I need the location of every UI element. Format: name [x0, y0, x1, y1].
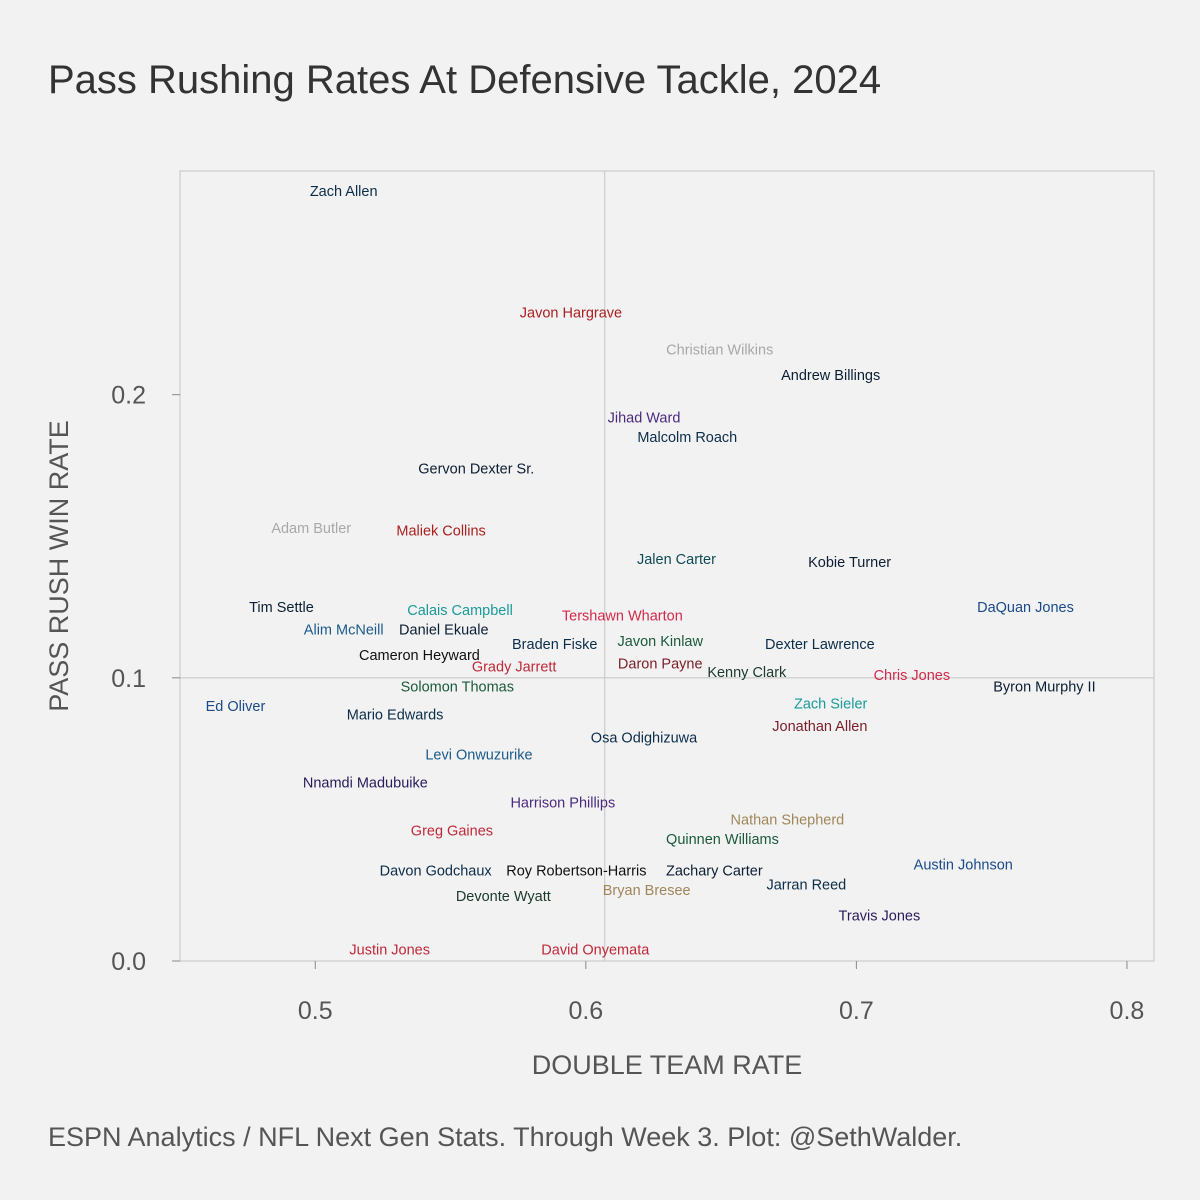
point-label: Javon Kinlaw: [618, 634, 704, 650]
y-tick-label: 0.1: [111, 665, 146, 693]
point-label: Nathan Shepherd: [731, 812, 845, 828]
point-label: Chris Jones: [874, 668, 951, 684]
point-label: Greg Gaines: [411, 824, 493, 840]
point-label: Andrew Billings: [781, 368, 880, 384]
point-label: Quinnen Williams: [666, 832, 779, 848]
point-label: Zach Sieler: [794, 696, 868, 712]
point-label: Jonathan Allen: [772, 719, 867, 735]
point-label: Dexter Lawrence: [765, 637, 875, 653]
point-label: Osa Odighizuwa: [591, 730, 698, 746]
point-label: Tershawn Wharton: [562, 609, 683, 625]
point-label: Justin Jones: [349, 943, 430, 959]
point-label: Gervon Dexter Sr.: [418, 461, 534, 477]
point-label: Calais Campbell: [407, 603, 513, 619]
point-label: Daniel Ekuale: [399, 623, 488, 639]
point-label: Byron Murphy II: [993, 679, 1095, 695]
point-labels: Zach Allen Javon Hargrave Christian Wilkin…: [206, 184, 1096, 959]
x-tick-label: 0.7: [839, 997, 874, 1025]
point-label: Kobie Turner: [808, 555, 891, 571]
caption: ESPN Analytics / NFL Next Gen Stats. Thr…: [48, 1122, 963, 1152]
point-label: Travis Jones: [839, 909, 921, 925]
y-tick-label: 0.0: [111, 948, 146, 976]
x-tick-label: 0.8: [1110, 997, 1145, 1025]
point-label: DaQuan Jones: [977, 600, 1074, 616]
point-label: Christian Wilkins: [666, 342, 773, 358]
point-label: Tim Settle: [249, 600, 314, 616]
point-label: Solomon Thomas: [401, 679, 514, 695]
point-label: Cameron Heyward: [359, 648, 480, 664]
x-tick-label: 0.5: [298, 997, 333, 1025]
x-axis: 0.5 0.6 0.7 0.8: [298, 961, 1144, 1025]
y-axis: 0.0 0.1 0.2: [111, 382, 180, 976]
point-label: Roy Robertson-Harris: [506, 863, 646, 879]
point-label: Levi Onwuzurike: [425, 747, 532, 763]
plot-panel-border: [179, 170, 1155, 962]
point-label: Daron Payne: [618, 657, 703, 673]
point-label: Adam Butler: [271, 521, 351, 537]
chart-title: Pass Rushing Rates At Defensive Tackle, …: [48, 58, 882, 102]
y-tick-label: 0.2: [111, 382, 146, 410]
point-label: Braden Fiske: [512, 637, 597, 653]
point-label: Jalen Carter: [637, 552, 716, 568]
point-label: Jihad Ward: [608, 410, 681, 426]
point-label: Grady Jarrett: [472, 660, 557, 676]
point-label: Zachary Carter: [666, 863, 763, 879]
x-axis-title: DOUBLE TEAM RATE: [532, 1050, 803, 1080]
point-label: Devonte Wyatt: [456, 889, 551, 905]
point-label: Alim McNeill: [304, 623, 384, 639]
point-label: Davon Godchaux: [380, 863, 493, 879]
point-label: Jarran Reed: [766, 878, 846, 894]
point-label: Zach Allen: [310, 184, 378, 200]
point-label: Maliek Collins: [396, 524, 485, 540]
point-label: David Onyemata: [541, 943, 650, 959]
point-label: Malcolm Roach: [637, 430, 737, 446]
point-label: Javon Hargrave: [520, 306, 622, 322]
point-label: Mario Edwards: [347, 708, 444, 724]
point-label: Kenny Clark: [707, 665, 787, 681]
point-label: Harrison Phillips: [510, 795, 615, 811]
point-label: Bryan Bresee: [603, 883, 691, 899]
point-label: Nnamdi Madubuike: [303, 776, 428, 792]
point-label: Austin Johnson: [914, 858, 1013, 874]
point-label: Ed Oliver: [206, 699, 266, 715]
y-axis-title: PASS RUSH WIN RATE: [44, 420, 74, 712]
x-tick-label: 0.6: [568, 997, 603, 1025]
